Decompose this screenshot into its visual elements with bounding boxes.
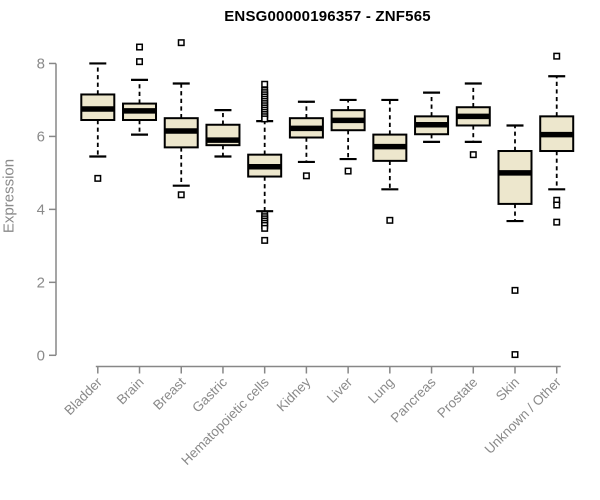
box-group-7 xyxy=(372,98,408,224)
outlier-point xyxy=(136,58,144,66)
box-group-11 xyxy=(539,52,575,226)
box-group-1 xyxy=(122,43,158,136)
box-group-8 xyxy=(414,91,450,143)
outlier-point xyxy=(302,172,310,180)
box-group-6 xyxy=(330,98,366,175)
x-tick-label: Lung xyxy=(365,375,397,407)
outlier-point xyxy=(136,43,144,51)
x-tick-label: Brain xyxy=(114,375,147,408)
outlier-point xyxy=(261,115,269,123)
x-tick-label: Unknown / Other xyxy=(482,374,565,457)
outlier-point xyxy=(261,224,269,232)
outlier-point xyxy=(344,167,352,175)
outlier-point xyxy=(553,52,561,60)
chart-title: ENSG00000196357 - ZNF565 xyxy=(224,8,431,25)
outlier-point xyxy=(469,151,477,159)
outlier-point xyxy=(553,201,561,209)
outlier-point xyxy=(511,351,519,359)
box-group-2 xyxy=(163,39,199,199)
x-tick-label: Bladder xyxy=(61,374,105,418)
y-tick-label: 4 xyxy=(37,201,45,218)
x-tick-label: Breast xyxy=(150,374,188,412)
box-group-5 xyxy=(288,100,324,180)
y-tick-label: 6 xyxy=(37,128,45,145)
y-tick-label: 0 xyxy=(37,347,45,364)
outlier-point xyxy=(386,216,394,224)
box-group-3 xyxy=(205,109,241,158)
outlier-point xyxy=(177,39,185,47)
outlier-point xyxy=(553,218,561,226)
y-tick-label: 8 xyxy=(37,55,45,72)
outlier-point xyxy=(511,286,519,294)
x-tick-label: Skin xyxy=(493,375,522,404)
x-tick-label: Kidney xyxy=(274,374,314,414)
x-tick-label: Gastric xyxy=(189,374,230,415)
outlier-point xyxy=(261,80,269,88)
outlier-point xyxy=(94,174,102,182)
box-group-4 xyxy=(247,80,283,244)
y-tick-label: 2 xyxy=(37,274,45,291)
x-tick-label: Liver xyxy=(324,374,356,406)
box-group-9 xyxy=(455,82,491,159)
iqr-box xyxy=(497,150,533,205)
box-group-10 xyxy=(497,124,533,359)
box-group-0 xyxy=(80,62,116,182)
x-tick-label: Prostate xyxy=(434,375,480,421)
outlier-point xyxy=(177,191,185,199)
x-tick-label: Pancreas xyxy=(388,374,439,425)
outlier-point xyxy=(261,236,269,244)
